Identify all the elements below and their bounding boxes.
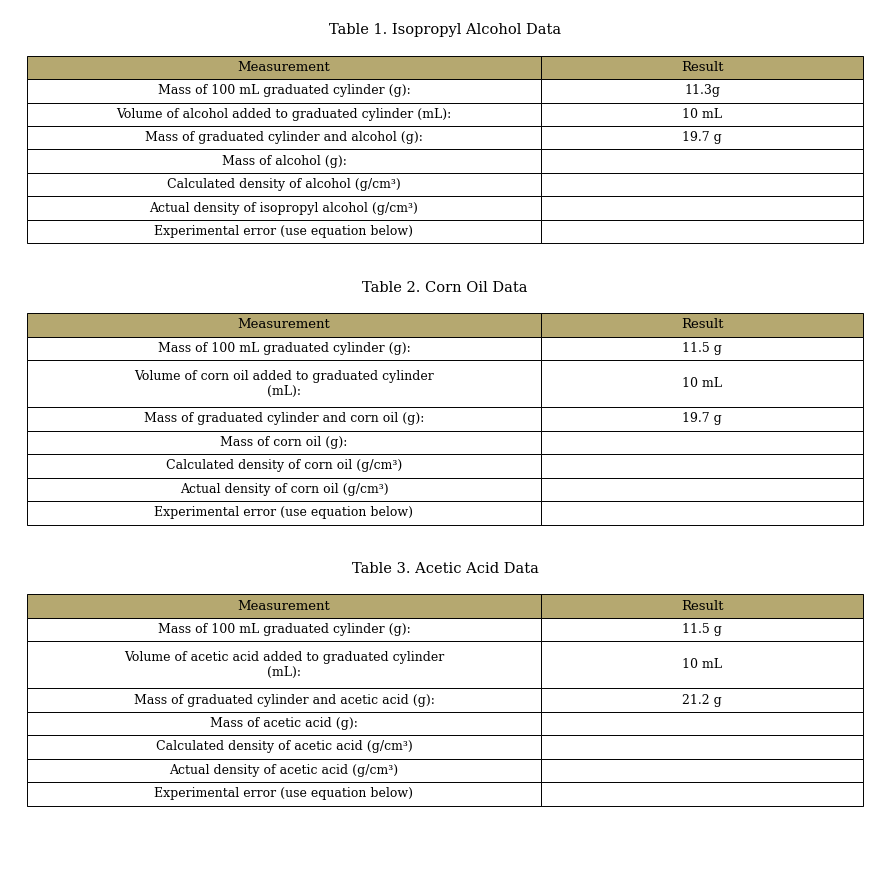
Text: Measurement: Measurement [238,318,330,332]
Text: Mass of graduated cylinder and acetic acid (g):: Mass of graduated cylinder and acetic ac… [134,694,434,707]
Bar [541,736,863,759]
Bar [27,478,541,501]
Text: Calculated density of corn oil (g/cm³): Calculated density of corn oil (g/cm³) [166,460,402,472]
Bar [541,711,863,736]
Bar [27,360,541,407]
Bar [27,501,541,524]
Bar [27,711,541,736]
Bar [27,173,541,196]
Bar [27,56,541,79]
Bar [27,736,541,759]
Text: Actual density of acetic acid (g/cm³): Actual density of acetic acid (g/cm³) [169,764,399,777]
Bar [541,337,863,360]
Text: Actual density of corn oil (g/cm³): Actual density of corn oil (g/cm³) [180,483,388,495]
Bar [541,431,863,454]
Text: Measurement: Measurement [238,61,330,73]
Text: Experimental error (use equation below): Experimental error (use equation below) [155,506,414,520]
Bar [541,102,863,126]
Text: Volume of alcohol added to graduated cylinder (mL):: Volume of alcohol added to graduated cyl… [117,108,451,121]
Text: 10 mL: 10 mL [683,659,723,671]
Bar [27,220,541,244]
Text: Table 3. Acetic Acid Data: Table 3. Acetic Acid Data [352,562,538,576]
Bar [541,360,863,407]
Bar [27,454,541,478]
Bar [541,196,863,220]
Bar [541,642,863,688]
Text: Table 2. Corn Oil Data: Table 2. Corn Oil Data [362,281,528,295]
Bar [27,150,541,173]
Bar [541,618,863,642]
Text: Mass of graduated cylinder and alcohol (g):: Mass of graduated cylinder and alcohol (… [145,131,423,144]
Bar [541,688,863,711]
Bar [27,594,541,618]
Bar [541,56,863,79]
Text: Calculated density of acetic acid (g/cm³): Calculated density of acetic acid (g/cm³… [156,740,412,754]
Text: Actual density of isopropyl alcohol (g/cm³): Actual density of isopropyl alcohol (g/c… [150,202,418,215]
Text: Calculated density of alcohol (g/cm³): Calculated density of alcohol (g/cm³) [167,178,400,191]
Bar [541,501,863,524]
Text: 10 mL: 10 mL [683,377,723,390]
Text: Experimental error (use equation below): Experimental error (use equation below) [155,788,414,800]
Bar [541,79,863,102]
Bar [27,618,541,642]
Text: Volume of corn oil added to graduated cylinder
(mL):: Volume of corn oil added to graduated cy… [134,370,433,398]
Text: 21.2 g: 21.2 g [683,694,722,707]
Text: Volume of acetic acid added to graduated cylinder
(mL):: Volume of acetic acid added to graduated… [124,650,444,679]
Bar [541,759,863,782]
Bar [541,782,863,806]
Text: 19.7 g: 19.7 g [683,131,722,144]
Text: Mass of acetic acid (g):: Mass of acetic acid (g): [210,717,358,730]
Text: Mass of corn oil (g):: Mass of corn oil (g): [220,435,348,449]
Bar [27,314,541,337]
Text: Table 1. Isopropyl Alcohol Data: Table 1. Isopropyl Alcohol Data [329,23,561,38]
Text: 11.3g: 11.3g [684,84,720,98]
Text: 11.5 g: 11.5 g [683,342,722,355]
Bar [27,642,541,688]
Text: 10 mL: 10 mL [683,108,723,121]
Bar [541,594,863,618]
Text: Measurement: Measurement [238,599,330,613]
Text: Mass of alcohol (g):: Mass of alcohol (g): [222,155,346,168]
Bar [27,407,541,431]
Bar [27,759,541,782]
Bar [541,454,863,478]
Text: Experimental error (use equation below): Experimental error (use equation below) [155,225,414,238]
Bar [541,478,863,501]
Text: Result: Result [681,318,724,332]
Bar [27,79,541,102]
Text: Mass of 100 mL graduated cylinder (g):: Mass of 100 mL graduated cylinder (g): [158,342,410,355]
Text: 19.7 g: 19.7 g [683,412,722,426]
Bar [541,314,863,337]
Text: Mass of 100 mL graduated cylinder (g):: Mass of 100 mL graduated cylinder (g): [158,623,410,636]
Text: Mass of 100 mL graduated cylinder (g):: Mass of 100 mL graduated cylinder (g): [158,84,410,98]
Text: Result: Result [681,599,724,613]
Bar [541,407,863,431]
Text: 11.5 g: 11.5 g [683,623,722,636]
Bar [27,431,541,454]
Text: Mass of graduated cylinder and corn oil (g):: Mass of graduated cylinder and corn oil … [144,412,425,426]
Text: Result: Result [681,61,724,73]
Bar [541,220,863,244]
Bar [27,196,541,220]
Bar [27,782,541,806]
Bar [27,337,541,360]
Bar [27,126,541,150]
Bar [541,173,863,196]
Bar [27,102,541,126]
Bar [27,688,541,711]
Bar [541,126,863,150]
Bar [541,150,863,173]
